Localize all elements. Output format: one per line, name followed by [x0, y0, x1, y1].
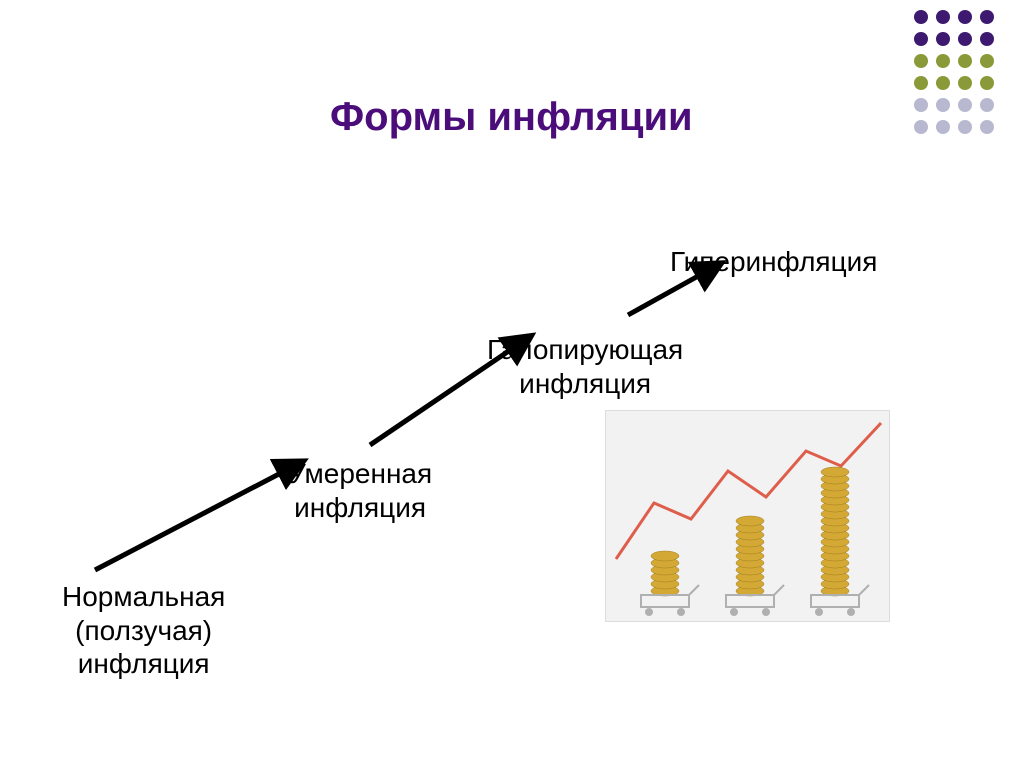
label-moderate: Умереннаяинфляция: [288, 457, 432, 524]
dot: [958, 120, 972, 134]
dot: [936, 76, 950, 90]
dot-row: [914, 32, 994, 46]
cart-basket-2: [811, 595, 859, 607]
dot: [958, 32, 972, 46]
dot: [958, 10, 972, 24]
dot: [980, 76, 994, 90]
dot-row: [914, 54, 994, 68]
dot: [914, 54, 928, 68]
chart-svg: [606, 411, 891, 623]
coin: [821, 467, 849, 477]
label-galloping: Галопирующаяинфляция: [487, 333, 683, 400]
slide-title: Формы инфляции: [330, 95, 693, 140]
dot: [980, 32, 994, 46]
dot: [914, 120, 928, 134]
dot: [958, 98, 972, 112]
dot: [936, 32, 950, 46]
dot: [914, 98, 928, 112]
dot: [958, 76, 972, 90]
dot-row: [914, 10, 994, 24]
cart-handle: [774, 585, 784, 595]
label-normal: Нормальная(ползучая)инфляция: [62, 580, 225, 681]
dot: [914, 76, 928, 90]
cart-wheel: [815, 608, 823, 616]
label-hyper: Гиперинфляция: [670, 245, 877, 279]
dot: [980, 54, 994, 68]
dot: [980, 98, 994, 112]
cart-wheel: [677, 608, 685, 616]
dot: [936, 10, 950, 24]
dot-row: [914, 120, 994, 134]
arrow-a1: [95, 463, 300, 570]
dot: [980, 120, 994, 134]
dot: [958, 54, 972, 68]
dot: [936, 98, 950, 112]
cart-handle: [689, 585, 699, 595]
cart-wheel: [847, 608, 855, 616]
coin: [736, 516, 764, 526]
cart-wheel: [645, 608, 653, 616]
coin: [651, 551, 679, 561]
decoration-dots: [914, 10, 994, 142]
dot: [980, 10, 994, 24]
dot: [914, 32, 928, 46]
dot: [936, 54, 950, 68]
dot: [936, 120, 950, 134]
dot: [914, 10, 928, 24]
cart-basket-1: [726, 595, 774, 607]
inflation-chart: [605, 410, 890, 622]
cart-handle: [859, 585, 869, 595]
cart-wheel: [762, 608, 770, 616]
dot-row: [914, 76, 994, 90]
dot-row: [914, 98, 994, 112]
cart-wheel: [730, 608, 738, 616]
cart-basket-0: [641, 595, 689, 607]
